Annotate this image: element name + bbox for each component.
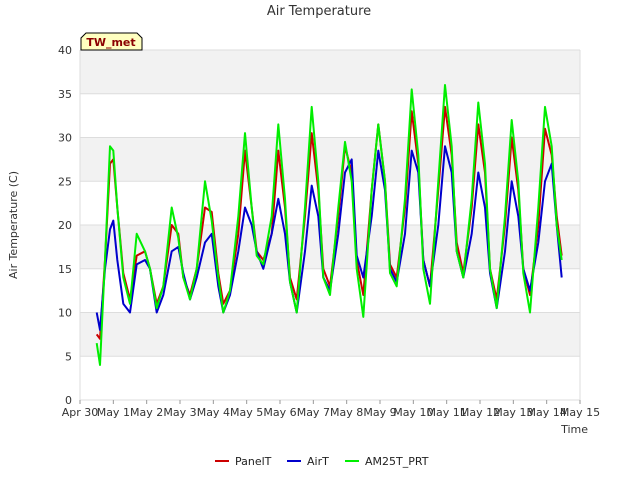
x-tick-label: May 7: [297, 406, 330, 419]
x-tick-label: May 1: [97, 406, 130, 419]
station-badge: TW_met: [80, 32, 143, 51]
y-tick-label: 15: [58, 263, 72, 276]
band-5: [80, 312, 580, 357]
y-tick-label: 25: [58, 175, 72, 188]
x-tick-label: May 10: [393, 406, 433, 419]
y-axis-ticks: 0 5 10 15 20 25 30 35 40: [58, 44, 72, 407]
x-tick-label: May 9: [363, 406, 396, 419]
x-tick-label: May 2: [130, 406, 163, 419]
legend-label: AM25T_PRT: [365, 455, 429, 468]
band-35: [80, 50, 580, 94]
y-tick-label: 30: [58, 132, 72, 145]
legend: PanelT AirT AM25T_PRT: [215, 455, 429, 468]
x-tick-label: Apr 30: [62, 406, 99, 419]
y-tick-label: 40: [58, 44, 72, 57]
x-tick-label: May 4: [197, 406, 230, 419]
legend-label: AirT: [307, 455, 329, 468]
chart-title: Air Temperature: [267, 4, 371, 19]
band-15: [80, 225, 580, 269]
band-25: [80, 137, 580, 182]
series-line-am25t_prt: [95, 84, 563, 366]
x-tick-label: May 11: [427, 406, 467, 419]
x-axis-title: Time: [560, 423, 588, 436]
series-lines: [95, 84, 563, 366]
x-tick-label: May 14: [527, 406, 567, 419]
badge-label: TW_met: [86, 36, 135, 49]
x-tick-label: May 13: [493, 406, 533, 419]
y-tick-label: 20: [58, 219, 72, 232]
y-axis-title: Air Temperature (C): [7, 171, 20, 279]
legend-label: PanelT: [235, 455, 272, 468]
y-tick-label: 10: [58, 307, 72, 320]
badge-box: [80, 32, 143, 51]
y-tick-label: 0: [65, 394, 72, 407]
x-tick-label: May 15: [560, 406, 600, 419]
grid-lines: [79, 49, 581, 401]
x-tick-label: May 5: [230, 406, 263, 419]
x-tick-label: May 8: [330, 406, 363, 419]
x-tick-label: May 3: [163, 406, 196, 419]
y-tick-label: 5: [65, 350, 72, 363]
x-tick-label: May 6: [263, 406, 296, 419]
x-tick-label: May 12: [460, 406, 500, 419]
y-tick-label: 35: [58, 88, 72, 101]
